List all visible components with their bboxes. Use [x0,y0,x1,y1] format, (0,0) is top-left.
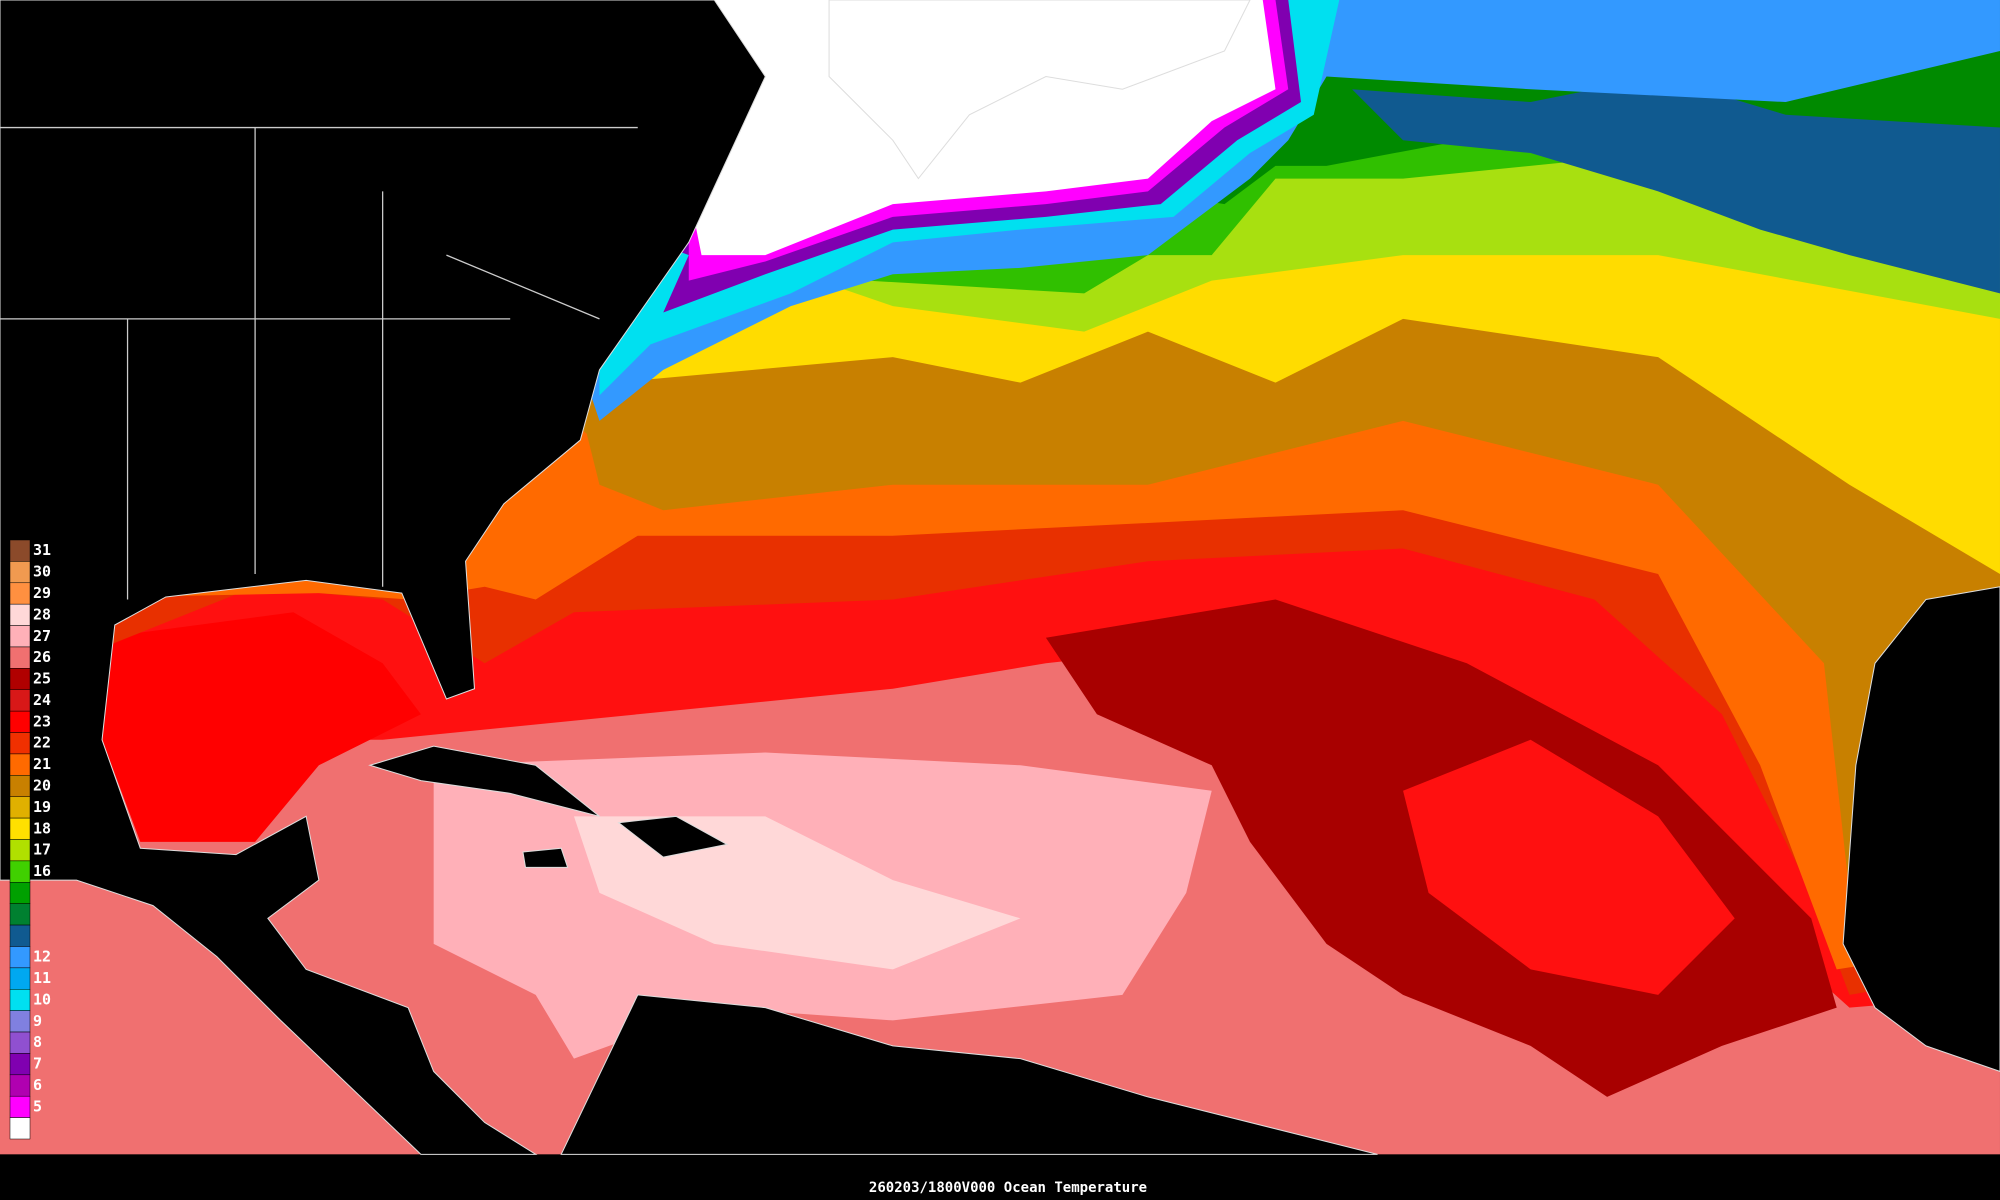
legend-swatch [9,1031,31,1054]
legend-label: 23 [33,712,51,730]
legend-swatch [9,882,31,904]
legend-swatch [9,903,31,926]
legend-swatch [9,1117,31,1140]
legend-label: 31 [33,541,51,559]
legend-label: 30 [33,563,51,581]
legend-swatch [9,1074,31,1097]
legend-label: 8 [33,1033,42,1051]
legend-label: 9 [33,1012,42,1030]
canada-coast [828,0,1251,180]
legend-swatch [9,775,31,797]
legend-label: 19 [33,798,51,816]
legend-swatch [9,689,31,712]
caption: 260203/1800V000 Ocean Temperature [869,1180,1147,1196]
legend-label: 12 [33,948,51,966]
legend-swatch [9,860,31,883]
legend-label: 10 [33,990,51,1008]
africa [1842,586,2000,1072]
legend-swatch [9,839,31,862]
legend-swatch [9,625,31,648]
legend-swatch [9,646,31,669]
jamaica [522,847,569,868]
legend-label: 17 [33,841,51,859]
legend-label: 26 [33,648,51,666]
legend-swatch [9,796,31,819]
legend-label: 7 [33,1055,42,1073]
legend: 31 30 29 28 27 26 25 24 23 22 21 20 19 18 17 16 12 11 10 9 8… [9,539,51,1140]
legend-swatch [9,668,31,690]
legend-swatch [9,710,31,733]
legend-label: 20 [33,777,51,795]
legend-label: 11 [33,969,51,987]
legend-swatch [9,732,31,755]
legend-swatch [9,817,31,840]
legend-swatch [9,946,31,969]
legend-label: 21 [33,755,51,773]
legend-swatch [9,539,31,562]
legend-swatch [9,1010,31,1033]
south-america [560,994,1378,1155]
legend-swatch [9,1095,31,1118]
band-28 [573,816,1021,970]
band-23-inner [1403,739,1735,995]
legend-label: 18 [33,819,51,837]
legend-swatch [9,603,31,626]
legend-swatch [9,1053,31,1076]
state-borders [0,126,638,600]
legend-swatch [9,989,31,1011]
legend-swatch [9,967,31,990]
legend-swatch [9,561,31,584]
legend-label: 27 [33,627,51,645]
legend-swatch [9,582,31,605]
legend-label: 6 [33,1076,42,1094]
legend-swatch [9,753,31,776]
legend-label: 5 [33,1097,42,1115]
legend-label: 16 [33,862,51,880]
gulf-23 [102,612,421,842]
borders [0,126,638,600]
legend-swatch [9,924,31,947]
legend-label: 24 [33,691,51,709]
band-13 [1352,76,2000,294]
legend-label: 25 [33,670,51,688]
hispaniola [617,815,729,858]
cuba [368,745,600,817]
legend-label: 29 [33,584,51,602]
legend-label: 22 [33,734,51,752]
legend-label: 28 [33,605,51,623]
